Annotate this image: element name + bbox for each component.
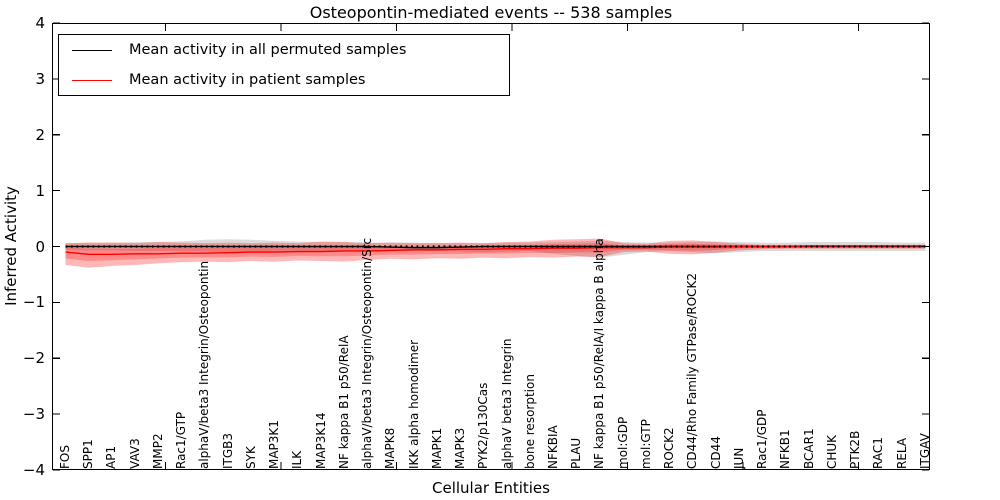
legend-label-patient: Mean activity in patient samples [129,72,366,88]
x-tick-label: PYK2/p130Cas [476,382,491,469]
x-tick-label: NF kappa B1 p50/RelA [336,335,351,469]
x-tick-label: CHUK [824,434,839,469]
x-tick-label: mol:GTP [638,419,653,469]
x-tick-label: MAPK3 [453,427,468,469]
x-tick-label: RAC1 [871,437,886,469]
x-tick-label: Rac1/GTP [174,411,189,469]
y-tick-label: 2 [35,125,45,144]
x-tick-label: FOS [58,445,72,469]
y-tick-label: −3 [22,405,45,424]
x-tick-label: CD44/Rho Family GTPase/ROCK2 [685,272,700,469]
patient-line-sample-icon [72,79,112,81]
legend: Mean activity in all permuted samples Me… [58,34,510,96]
legend-row-permuted: Mean activity in all permuted samples [59,35,509,65]
y-tick-label: 3 [35,69,45,88]
x-tick-label: NF kappa B1 p50/RelA/I kappa B alpha [592,238,607,469]
x-tick-label: MAPK1 [429,427,444,469]
x-tick-label: NFKBIA [545,425,560,469]
x-tick-label: SPP1 [81,439,96,469]
x-tick-label: ITGB3 [220,432,235,469]
x-tick-label: ILK [290,450,305,469]
x-tick-label: bone resorption [522,374,537,469]
chart-title: Osteopontin-mediated events -- 538 sampl… [309,3,673,22]
x-tick-label: RELA [894,437,909,469]
x-tick-label: BCAR1 [801,428,816,469]
patient-mean-line [65,245,926,256]
x-tick-label: JUN [731,447,746,469]
y-tick-label: −1 [22,293,45,312]
x-tick-label: VAV3 [127,438,142,469]
x-tick-label: PLAU [569,437,584,469]
x-tick-label: Rac1/GDP [755,409,770,469]
permuted-line-sample-icon [72,49,112,51]
x-tick-label: AP1 [104,445,119,469]
x-tick-label: IKK alpha homodimer [406,339,421,469]
x-axis-label: Cellular Entities [432,479,550,497]
legend-row-patient: Mean activity in patient samples [59,65,509,95]
x-tick-label: ITGAV [917,433,932,469]
y-tick-label: −2 [22,349,45,368]
axes-frame [51,22,931,471]
legend-label-permuted: Mean activity in all permuted samples [129,42,407,58]
x-tick-label: MAP3K1 [267,420,282,469]
x-tick-label: MMP2 [150,433,165,469]
x-tick-label: SYK [243,446,258,469]
x-tick-label: NFKB1 [778,429,793,469]
x-tick-label: MAPK8 [383,427,398,469]
x-tick-label: PTK2B [848,430,863,469]
x-tick-label: CD44 [708,436,723,469]
x-tick-label: ROCK2 [662,427,677,469]
y-tick-label: 1 [35,181,45,200]
x-tick-label: mol:GDP [615,416,630,469]
x-tick-label: MAP3K14 [313,412,328,469]
x-tick-label: alphaV/beta3 Integrin/Osteopontin [197,260,212,469]
y-tick-label: −4 [22,461,45,479]
y-tick-label: 0 [35,237,45,256]
x-tick-label: alphaV/beta3 Integrin/Osteopontin/Src [360,237,375,469]
y-tick-label: 4 [35,14,45,32]
x-tick-label: alphaV beta3 Integrin [499,338,514,469]
